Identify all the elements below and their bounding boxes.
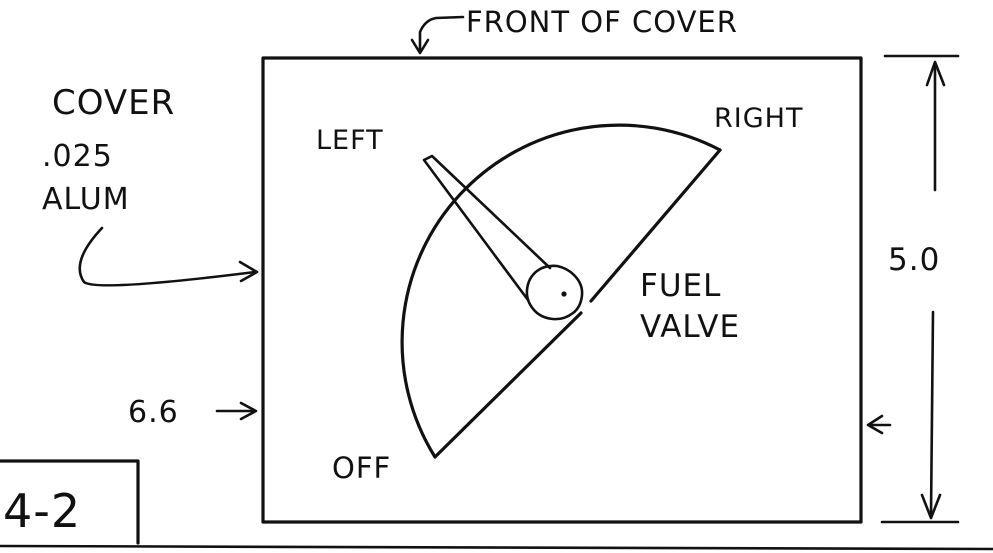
- left-position-label: LEFT: [316, 125, 384, 156]
- width-dim-left-arrowhead: [239, 401, 258, 421]
- figure-number-label: 4-2: [3, 484, 81, 538]
- front-of-cover-leader: [418, 15, 465, 54]
- valve-knob-center: [561, 291, 567, 297]
- width-dim-right-arrowhead: [866, 414, 884, 435]
- fuel-valve-label-line2: VALVE: [640, 309, 740, 345]
- selector-edge-upper: [589, 148, 722, 303]
- right-position-label: RIGHT: [714, 103, 803, 134]
- selector-edge-lower: [433, 311, 583, 459]
- cover-thickness-label: .025: [42, 139, 113, 174]
- valve-pointer: [422, 154, 552, 302]
- front-of-cover-arrowhead: [410, 38, 430, 55]
- width-dimension-label: 6.6: [128, 395, 179, 430]
- height-dimension-label: 5.0: [888, 242, 940, 278]
- cover-label: COVER: [52, 83, 175, 123]
- height-dim-bottom-arrowhead: [920, 493, 942, 520]
- fuel-valve-label-line1: FUEL: [640, 268, 721, 304]
- selector-arc: [400, 123, 722, 459]
- figure-number-box: [0, 459, 140, 545]
- front-of-cover-label: FRONT OF COVER: [466, 5, 738, 39]
- cover-material-arrowhead: [238, 260, 259, 283]
- cover-material-leader: [78, 226, 257, 287]
- off-position-label: OFF: [332, 451, 391, 485]
- height-dim-top-arrowhead: [925, 60, 946, 87]
- height-dim-lower-line: [929, 310, 935, 517]
- valve-knob: [525, 264, 584, 321]
- cover-material-label: ALUM: [42, 182, 130, 217]
- bottom-rule: [0, 544, 993, 551]
- cover-outline: [261, 56, 863, 524]
